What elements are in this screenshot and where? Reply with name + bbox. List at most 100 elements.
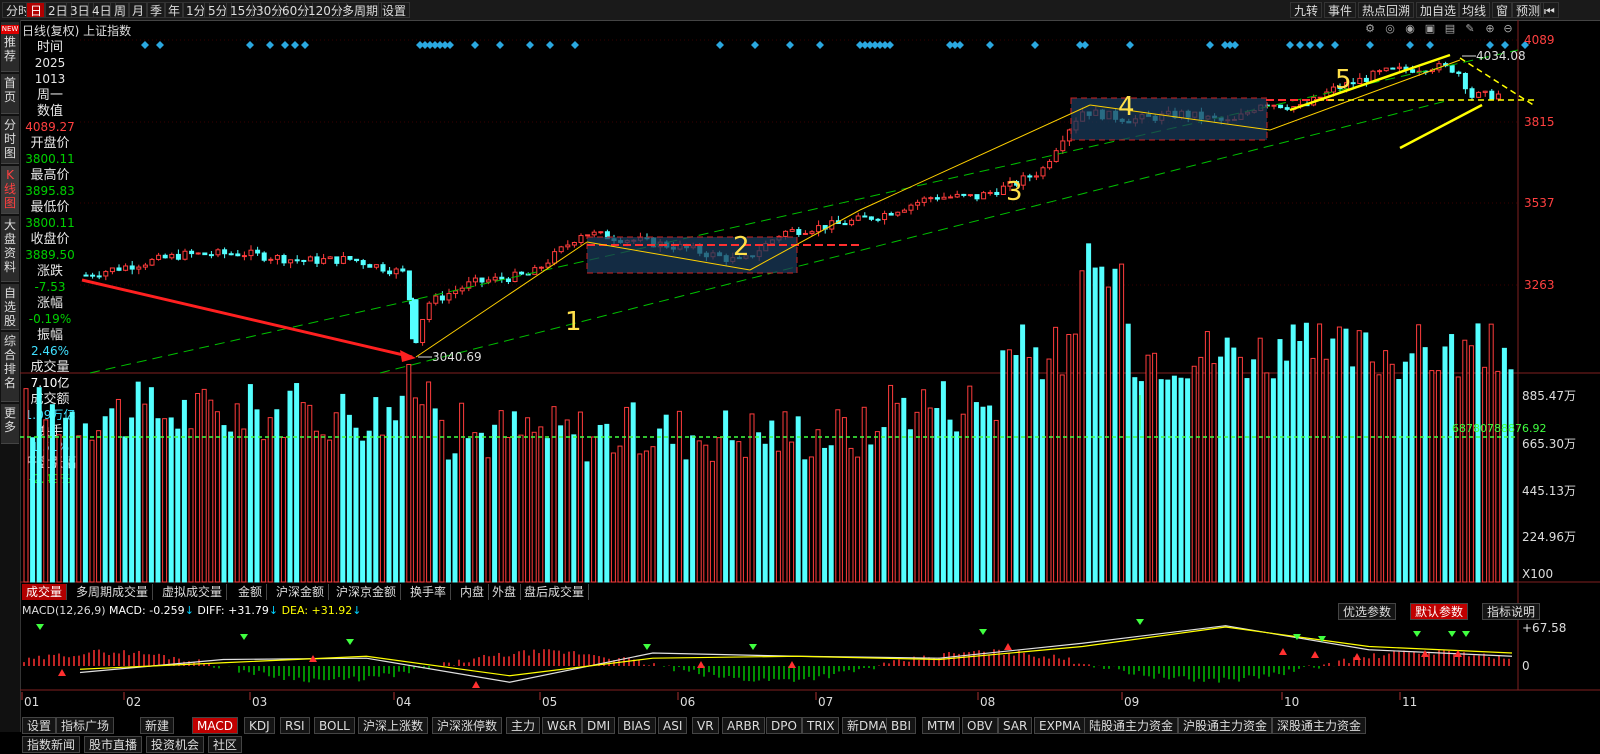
candle-body xyxy=(182,250,188,260)
volume-tick: 665.30万 xyxy=(1522,437,1576,451)
bottomtabs-8[interactable]: 沪深涨停数 xyxy=(432,717,503,734)
calendar-icon[interactable]: ▣ xyxy=(1424,22,1436,35)
bottomtabs-12[interactable]: BIAS xyxy=(618,717,656,734)
bottomtabs-6[interactable]: BOLL xyxy=(314,717,355,734)
period-6[interactable]: 月 xyxy=(128,2,149,18)
bottomtabs-15[interactable]: ARBR xyxy=(722,717,766,734)
newstabs-1[interactable]: 股市直播 xyxy=(84,736,143,753)
bottomtabs-10[interactable]: W&R xyxy=(542,717,582,734)
bottomtabs-23[interactable]: EXPMA xyxy=(1034,717,1086,734)
period-2[interactable]: 2日 xyxy=(44,2,72,18)
period-7[interactable]: 季 xyxy=(146,2,167,18)
bottomtabs-18[interactable]: 新DMA xyxy=(842,717,892,734)
volume-bar xyxy=(564,419,570,583)
period-14[interactable]: 120分 xyxy=(304,2,347,18)
newstabs-3[interactable]: 社区 xyxy=(208,736,243,753)
left-nav-1[interactable]: 首 页 xyxy=(1,74,19,114)
bottomtabs-5[interactable]: RSI xyxy=(280,717,310,734)
macdbtns-2[interactable]: 指标说明 xyxy=(1482,603,1541,620)
macdbtns-0[interactable]: 优选参数 xyxy=(1338,603,1397,620)
filter-icon[interactable]: ◎ xyxy=(1385,22,1395,35)
bottomtabs-19[interactable]: BBI xyxy=(886,717,917,734)
bottomtabs-1[interactable]: 指标广场 xyxy=(56,717,115,734)
volume-bar xyxy=(670,443,676,583)
candle-body xyxy=(1007,181,1013,187)
period-10[interactable]: 5分 xyxy=(204,2,232,18)
volume-bar xyxy=(465,438,471,583)
zoom-out-icon[interactable]: ⊖ xyxy=(1503,22,1513,35)
volume-bar xyxy=(1501,347,1507,583)
toolbar-right-0[interactable]: 九转 xyxy=(1290,2,1323,18)
bottomtabs-22[interactable]: SAR xyxy=(998,717,1033,734)
left-nav-4[interactable]: 大 盘 资 料 xyxy=(1,216,19,282)
period-12[interactable]: 30分 xyxy=(252,2,288,18)
down-arrow-icon: ↓ xyxy=(352,604,362,617)
left-nav-5[interactable]: 自 选 股 xyxy=(1,284,19,330)
bottomtabs-7[interactable]: 沪深上涨数 xyxy=(358,717,429,734)
bottomtabs-4[interactable]: KDJ xyxy=(244,717,275,734)
bottomtabs-9[interactable]: 主力 xyxy=(506,717,541,734)
toolbar-right-4[interactable]: 均线 xyxy=(1458,2,1491,18)
toolbar-right-3[interactable]: 加自选 xyxy=(1416,2,1461,18)
voltabs-7[interactable]: 内盘 xyxy=(456,584,490,600)
period-9[interactable]: 1分 xyxy=(182,2,210,18)
toolbar-right-6[interactable]: 预测 xyxy=(1512,2,1545,18)
camera-icon[interactable]: ▤ xyxy=(1444,22,1456,35)
voltabs-3[interactable]: 金额 xyxy=(234,584,268,600)
voltabs-1[interactable]: 多周期成交量 xyxy=(72,584,154,600)
volume-bar xyxy=(1046,358,1052,583)
volume-bar xyxy=(287,390,293,583)
period-3[interactable]: 3日 xyxy=(66,2,94,18)
macdbtns-1[interactable]: 默认参数 xyxy=(1410,603,1469,620)
left-nav-7[interactable]: 更 多 xyxy=(1,404,19,444)
newstabs-2[interactable]: 投资机会 xyxy=(146,736,205,753)
voltabs-9[interactable]: 盘后成交量 xyxy=(520,584,590,600)
volume-bar xyxy=(1297,341,1303,583)
period-4[interactable]: 4日 xyxy=(88,2,116,18)
bottomtabs-20[interactable]: MTM xyxy=(922,717,961,734)
bottomtabs-13[interactable]: ASI xyxy=(658,717,688,734)
bottomtabs-3[interactable]: MACD xyxy=(192,717,238,734)
period-15[interactable]: 多周期 xyxy=(338,2,383,18)
candle-body xyxy=(802,232,808,235)
settings-icon[interactable]: ⚙ xyxy=(1365,22,1375,35)
bottomtabs-25[interactable]: 沪股通主力资金 xyxy=(1178,717,1273,734)
period-1[interactable]: 日 xyxy=(26,2,47,18)
left-nav-6[interactable]: 综 合 排 名 xyxy=(1,332,19,402)
bottomtabs-14[interactable]: VR xyxy=(692,717,719,734)
eye-icon[interactable]: ◉ xyxy=(1405,22,1415,35)
volume-bar xyxy=(89,439,95,583)
collapse-icon[interactable]: ⏮ xyxy=(1540,2,1559,18)
bottomtabs-11[interactable]: DMI xyxy=(582,717,616,734)
volume-bar xyxy=(769,420,775,583)
bottomtabs-21[interactable]: OBV xyxy=(962,717,998,734)
zoom-in-icon[interactable]: ⊕ xyxy=(1485,22,1495,35)
left-nav-0[interactable]: NEW 推 荐 xyxy=(1,22,19,72)
period-5[interactable]: 周 xyxy=(110,2,131,18)
bottomtabs-16[interactable]: DPO xyxy=(766,717,802,734)
left-nav-2[interactable]: 分 时 图 xyxy=(1,116,19,164)
bottomtabs-17[interactable]: TRIX xyxy=(802,717,840,734)
voltabs-4[interactable]: 沪深金额 xyxy=(272,584,330,600)
draw-icon[interactable]: ✎ xyxy=(1465,22,1475,35)
volume-bar xyxy=(313,430,319,583)
voltabs-6[interactable]: 换手率 xyxy=(406,584,452,600)
candle-body xyxy=(552,251,558,264)
toolbar-right-1[interactable]: 事件 xyxy=(1324,2,1357,18)
period-8[interactable]: 年 xyxy=(164,2,185,18)
period-13[interactable]: 60分 xyxy=(278,2,314,18)
left-nav-3[interactable]: K 线 图 xyxy=(1,166,19,214)
voltabs-8[interactable]: 外盘 xyxy=(488,584,522,600)
bottomtabs-24[interactable]: 陆股通主力资金 xyxy=(1084,717,1179,734)
toolbar-right-2[interactable]: 热点回溯 xyxy=(1358,2,1415,18)
voltabs-5[interactable]: 沪深京金额 xyxy=(332,584,402,600)
newstabs-0[interactable]: 指数新闻 xyxy=(22,736,81,753)
period-11[interactable]: 15分 xyxy=(226,2,262,18)
toolbar-right-5[interactable]: 窗 xyxy=(1492,2,1513,18)
voltabs-0[interactable]: 成交量 xyxy=(22,584,68,600)
period-16[interactable]: 设置 xyxy=(378,2,411,18)
bottomtabs-0[interactable]: 设置 xyxy=(22,717,57,734)
voltabs-2[interactable]: 虚拟成交量 xyxy=(158,584,228,600)
bottomtabs-2[interactable]: 新建 xyxy=(140,717,175,734)
bottomtabs-26[interactable]: 深股通主力资金 xyxy=(1272,717,1367,734)
